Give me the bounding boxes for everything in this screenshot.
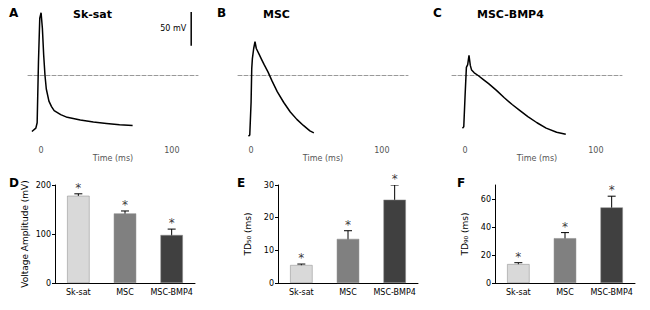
svg-text:*: * [298,251,304,265]
svg-text:0: 0 [46,279,51,288]
svg-text:100: 100 [164,146,179,155]
svg-text:10: 10 [264,246,274,255]
svg-text:E: E [237,176,245,190]
svg-text:MSC-BMP4: MSC-BMP4 [477,8,544,21]
svg-text:*: * [75,181,81,195]
svg-text:Time (ms): Time (ms) [92,154,133,163]
svg-text:MSC: MSC [263,8,290,21]
svg-text:20: 20 [481,251,491,260]
svg-text:0: 0 [249,146,254,155]
svg-text:Sk-sat: Sk-sat [66,288,91,297]
svg-text:MSC-BMP4: MSC-BMP4 [590,288,632,297]
svg-text:*: * [345,218,351,232]
svg-text:Time (ms): Time (ms) [302,154,343,163]
svg-text:MSC: MSC [116,288,134,297]
svg-text:D: D [9,176,19,190]
svg-text:50 mV: 50 mV [160,24,187,33]
svg-text:A: A [9,6,19,20]
svg-text:*: * [122,198,128,212]
svg-text:*: * [169,216,175,230]
svg-text:MSC-BMP4: MSC-BMP4 [150,288,192,297]
svg-text:MSC-BMP4: MSC-BMP4 [373,288,415,297]
svg-text:0: 0 [269,279,274,288]
svg-text:30: 30 [264,181,274,190]
svg-text:200: 200 [36,181,51,190]
svg-text:TD₉₀ (ms): TD₉₀ (ms) [460,213,470,257]
svg-text:Time (ms): Time (ms) [516,154,557,163]
svg-text:0: 0 [39,146,44,155]
svg-text:MSC: MSC [339,288,357,297]
svg-text:100: 100 [36,230,51,239]
svg-text:0: 0 [463,146,468,155]
svg-text:*: * [562,220,568,234]
svg-text:Sk-sat: Sk-sat [506,288,531,297]
svg-text:Sk-sat: Sk-sat [73,8,112,21]
svg-text:20: 20 [264,213,274,222]
svg-text:*: * [392,172,398,186]
svg-text:40: 40 [481,223,491,232]
svg-text:Sk-sat: Sk-sat [289,288,314,297]
svg-text:60: 60 [481,195,491,204]
svg-text:*: * [515,250,521,264]
svg-text:F: F [457,176,465,190]
svg-text:0: 0 [486,279,491,288]
svg-text:Voltage Amplitude (mV): Voltage Amplitude (mV) [20,180,30,288]
svg-text:C: C [433,6,442,20]
svg-text:100: 100 [374,146,389,155]
svg-text:*: * [609,183,615,197]
svg-text:100: 100 [588,146,603,155]
svg-text:TD₅₀ (ms): TD₅₀ (ms) [243,213,253,257]
svg-text:B: B [217,6,226,20]
svg-text:MSC: MSC [556,288,574,297]
